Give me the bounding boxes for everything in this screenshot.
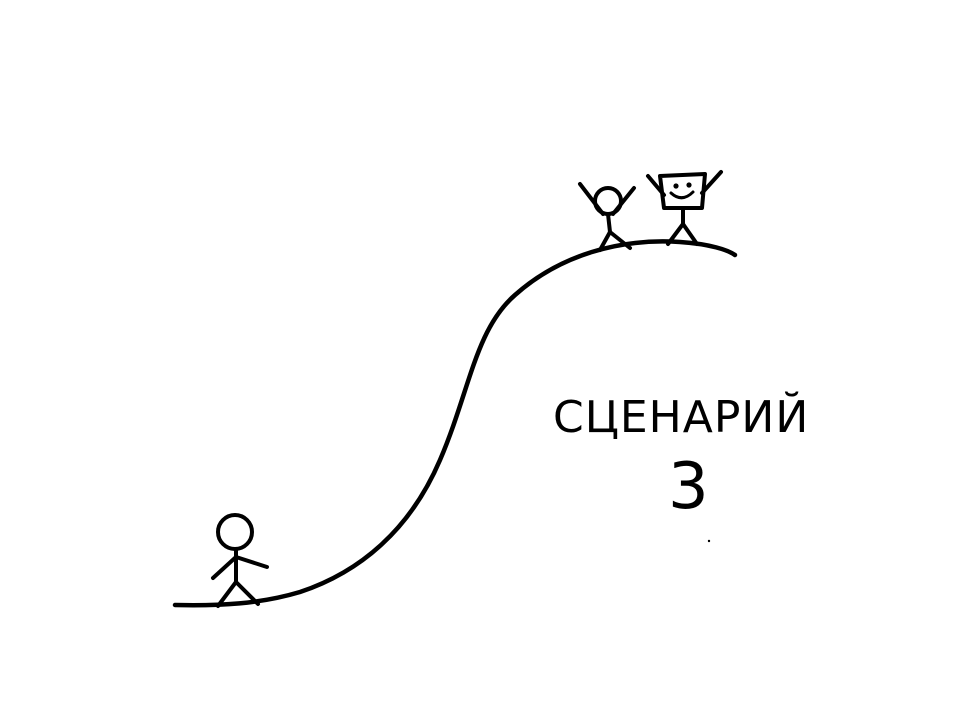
hill-curve	[172, 239, 738, 608]
stick-figure-round-head	[578, 182, 636, 252]
stick-figure-square-head	[646, 170, 723, 246]
scenario-number: 3	[668, 450, 709, 524]
scenario-title: СЦЕНАРИЙ	[553, 390, 809, 443]
ink-speck	[707, 539, 711, 543]
stick-figure-bottom	[211, 513, 269, 608]
